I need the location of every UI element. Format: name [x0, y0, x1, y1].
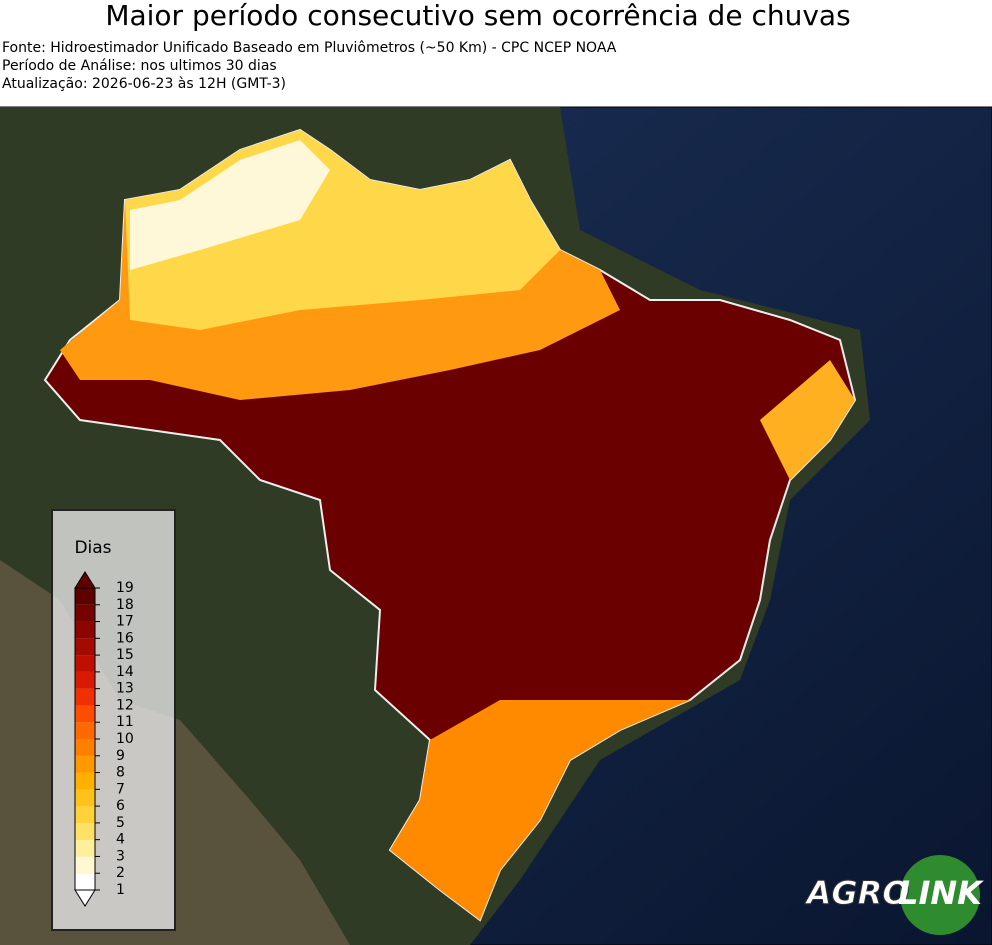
colorbar-tick-label: 5 — [116, 815, 125, 831]
logo-left: AGRO — [804, 874, 910, 912]
colorbar-tick-label: 16 — [116, 630, 134, 646]
logo-right: LINK — [898, 874, 984, 912]
info-line: Período de Análise: nos ultimos 30 dias — [2, 58, 277, 74]
colorbar-segment — [75, 839, 95, 857]
colorbar-tick-label: 15 — [116, 647, 134, 663]
region-coast — [760, 360, 855, 480]
colorbar-tick-label: 14 — [116, 664, 134, 680]
title: Maior período consecutivo sem ocorrência… — [105, 0, 850, 32]
colorbar-box: Dias — [51, 509, 176, 931]
region-lowest — [130, 140, 330, 270]
colorbar-tick-label: 9 — [116, 748, 125, 764]
colorbar-tick-label: 19 — [116, 580, 134, 596]
colorbar-segment — [75, 688, 95, 706]
colorbar-segment — [75, 822, 95, 840]
colorbar-segment — [75, 621, 95, 639]
colorbar-tick-label: 10 — [116, 731, 134, 747]
region-south — [390, 700, 690, 920]
colorbar-segment — [75, 856, 95, 874]
colorbar-segment — [75, 873, 95, 890]
colorbar-tick-label: 1 — [116, 882, 125, 898]
colorbar-tick-label: 8 — [116, 765, 125, 781]
legend-panel — [51, 509, 176, 931]
colorbar-segment — [75, 604, 95, 622]
colorbar-tick-label: 3 — [116, 848, 125, 864]
colorbar-segment — [75, 588, 95, 605]
colorbar-segment — [75, 655, 95, 672]
colorbar-tick-label: 7 — [116, 781, 125, 797]
colorbar-tick-label: 6 — [116, 798, 125, 814]
colorbar-tick-label: 12 — [116, 697, 134, 713]
colorbar-segment — [75, 638, 95, 656]
logo-circle — [900, 855, 980, 935]
colorbar-segment — [75, 806, 95, 823]
colorbar-segment — [75, 789, 95, 807]
colorbar-tick-label: 18 — [116, 597, 134, 613]
colorbar-segment — [75, 722, 95, 739]
colorbar-tick-label: 13 — [116, 681, 134, 697]
colorbar-segment — [75, 739, 95, 756]
colorbar-segment — [75, 755, 95, 773]
colorbar-tick-label: 11 — [116, 714, 134, 730]
info-line: Atualização: 2026-06-23 às 12H (GMT-3) — [2, 76, 286, 92]
colorbar-tick-label: 17 — [116, 614, 134, 630]
colorbar-tick-label: 2 — [116, 865, 125, 881]
colorbar-segment — [75, 705, 95, 723]
colorbar-segment — [75, 772, 95, 790]
info-line: Fonte: Hidroestimador Unificado Baseado … — [2, 40, 617, 56]
colorbar-segment — [75, 671, 95, 689]
legend-title: Dias — [74, 538, 111, 558]
colorbar-tick-label: 4 — [116, 832, 125, 848]
logo: AGRO LINK — [803, 855, 984, 935]
